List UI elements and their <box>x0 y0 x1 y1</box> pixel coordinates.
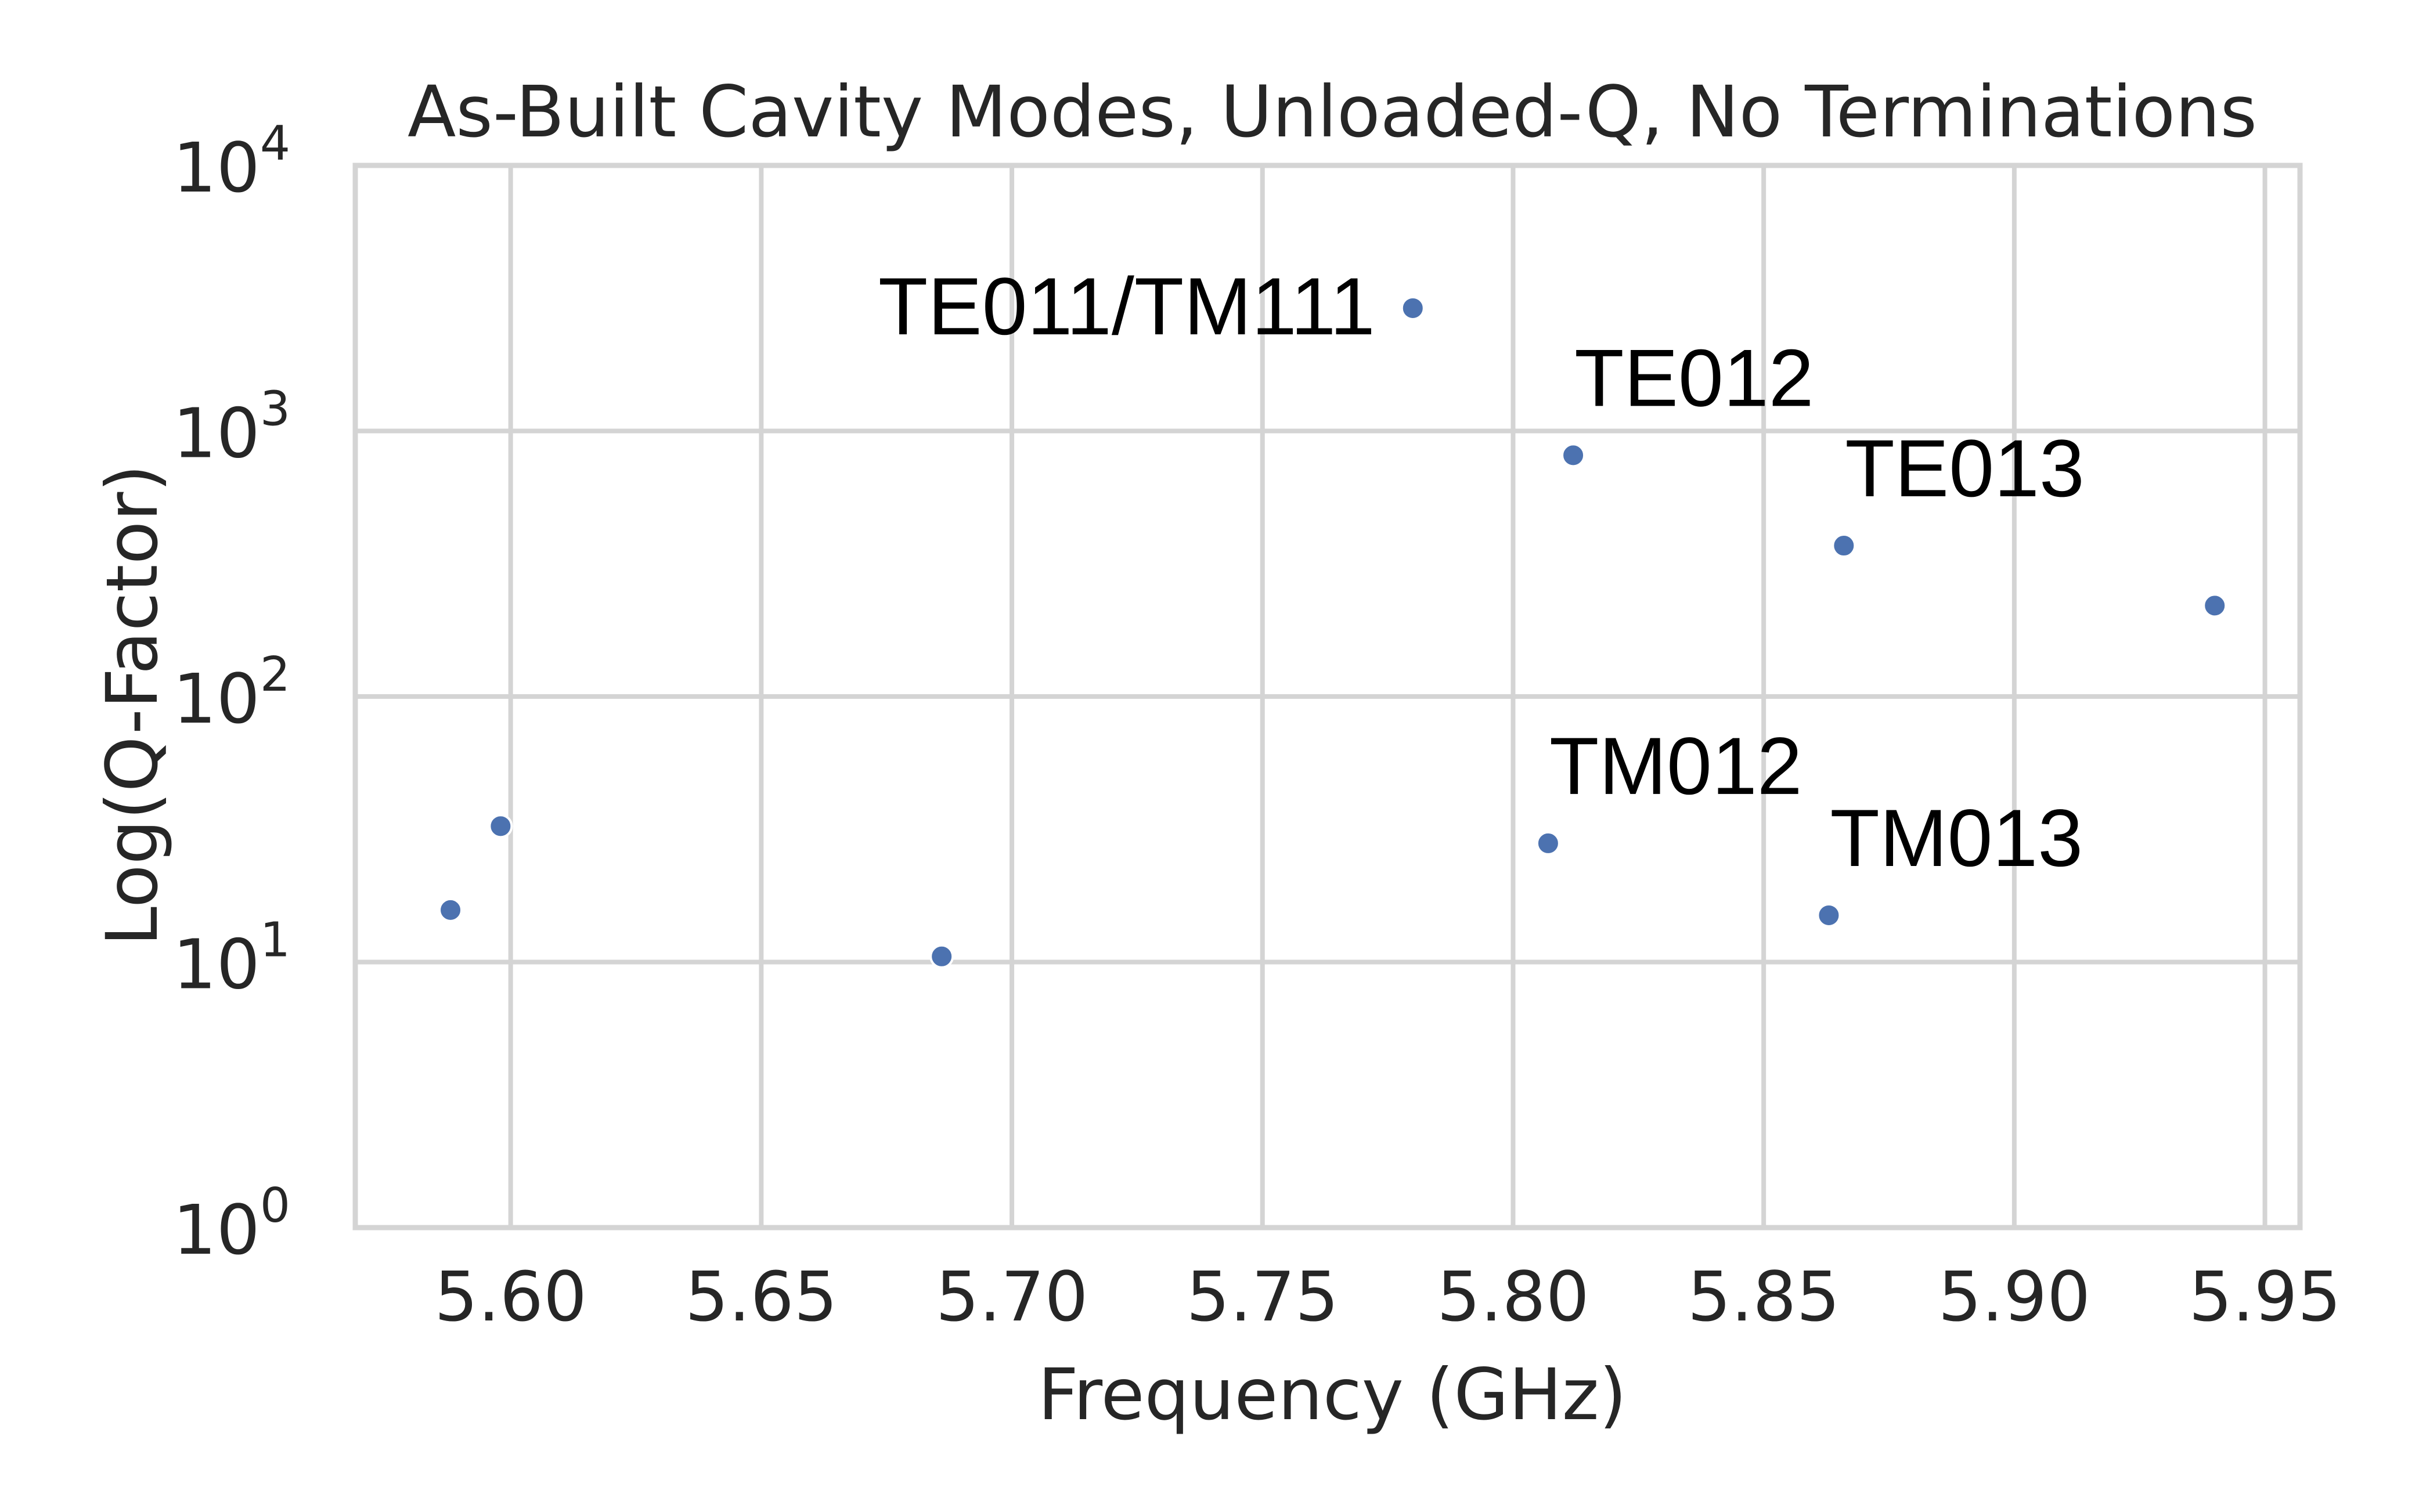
point-label: TM013 <box>1830 792 2083 883</box>
x-tick-label: 5.75 <box>1186 1257 1339 1337</box>
y-tick-base: 10 <box>173 925 260 1005</box>
y-axis-label: Log(Q-Factor) <box>91 464 174 946</box>
data-point <box>1561 443 1586 468</box>
data-point <box>1816 903 1841 928</box>
x-tick-label: 5.80 <box>1437 1257 1589 1337</box>
y-tick-base: 10 <box>173 394 260 474</box>
data-point <box>1832 533 1856 558</box>
point-label: TM012 <box>1549 720 1802 811</box>
y-tick-base: 10 <box>173 659 260 739</box>
data-points <box>438 295 2227 969</box>
point-label: TE012 <box>1574 332 1814 423</box>
data-point <box>1535 831 1560 856</box>
y-tick-exponent: 0 <box>260 1178 290 1233</box>
x-tick-label: 5.70 <box>936 1257 1088 1337</box>
point-label: TE011/TM111 <box>878 261 1375 352</box>
x-tick-label: 5.90 <box>1938 1257 2090 1337</box>
data-point <box>1400 295 1425 320</box>
data-point <box>488 814 513 839</box>
chart-title: As-Built Cavity Modes, Unloaded-Q, No Te… <box>408 71 2257 153</box>
data-point <box>929 944 954 969</box>
y-tick-label: 104 <box>173 116 290 208</box>
y-tick-label: 100 <box>173 1178 290 1270</box>
data-point <box>438 897 463 922</box>
y-tick-base: 10 <box>173 128 260 208</box>
y-tick-exponent: 3 <box>260 382 290 437</box>
y-tick-label: 103 <box>173 382 290 474</box>
x-tick-label: 5.60 <box>434 1257 587 1337</box>
point-labels: TE011/TM111 TE012 TM012 TE013 TM013 <box>878 261 2085 883</box>
x-tick-label: 5.95 <box>2189 1257 2341 1337</box>
plot-frame <box>352 163 2303 1230</box>
x-tick-label: 5.65 <box>685 1257 838 1337</box>
y-tick-exponent: 1 <box>260 913 290 968</box>
y-tick-label: 101 <box>173 913 290 1005</box>
y-tick-base: 10 <box>173 1190 260 1270</box>
data-point <box>2202 593 2227 618</box>
y-tick-exponent: 2 <box>260 647 290 702</box>
x-tick-label: 5.85 <box>1688 1257 1840 1337</box>
x-axis-ticks: 5.60 5.65 5.70 5.75 5.80 5.85 5.90 5.95 <box>434 1257 2341 1337</box>
y-tick-label: 102 <box>173 647 290 739</box>
y-tick-exponent: 4 <box>260 116 290 171</box>
x-axis-label: Frequency (GHz) <box>1038 1354 1627 1436</box>
point-label: TE013 <box>1845 423 2084 514</box>
